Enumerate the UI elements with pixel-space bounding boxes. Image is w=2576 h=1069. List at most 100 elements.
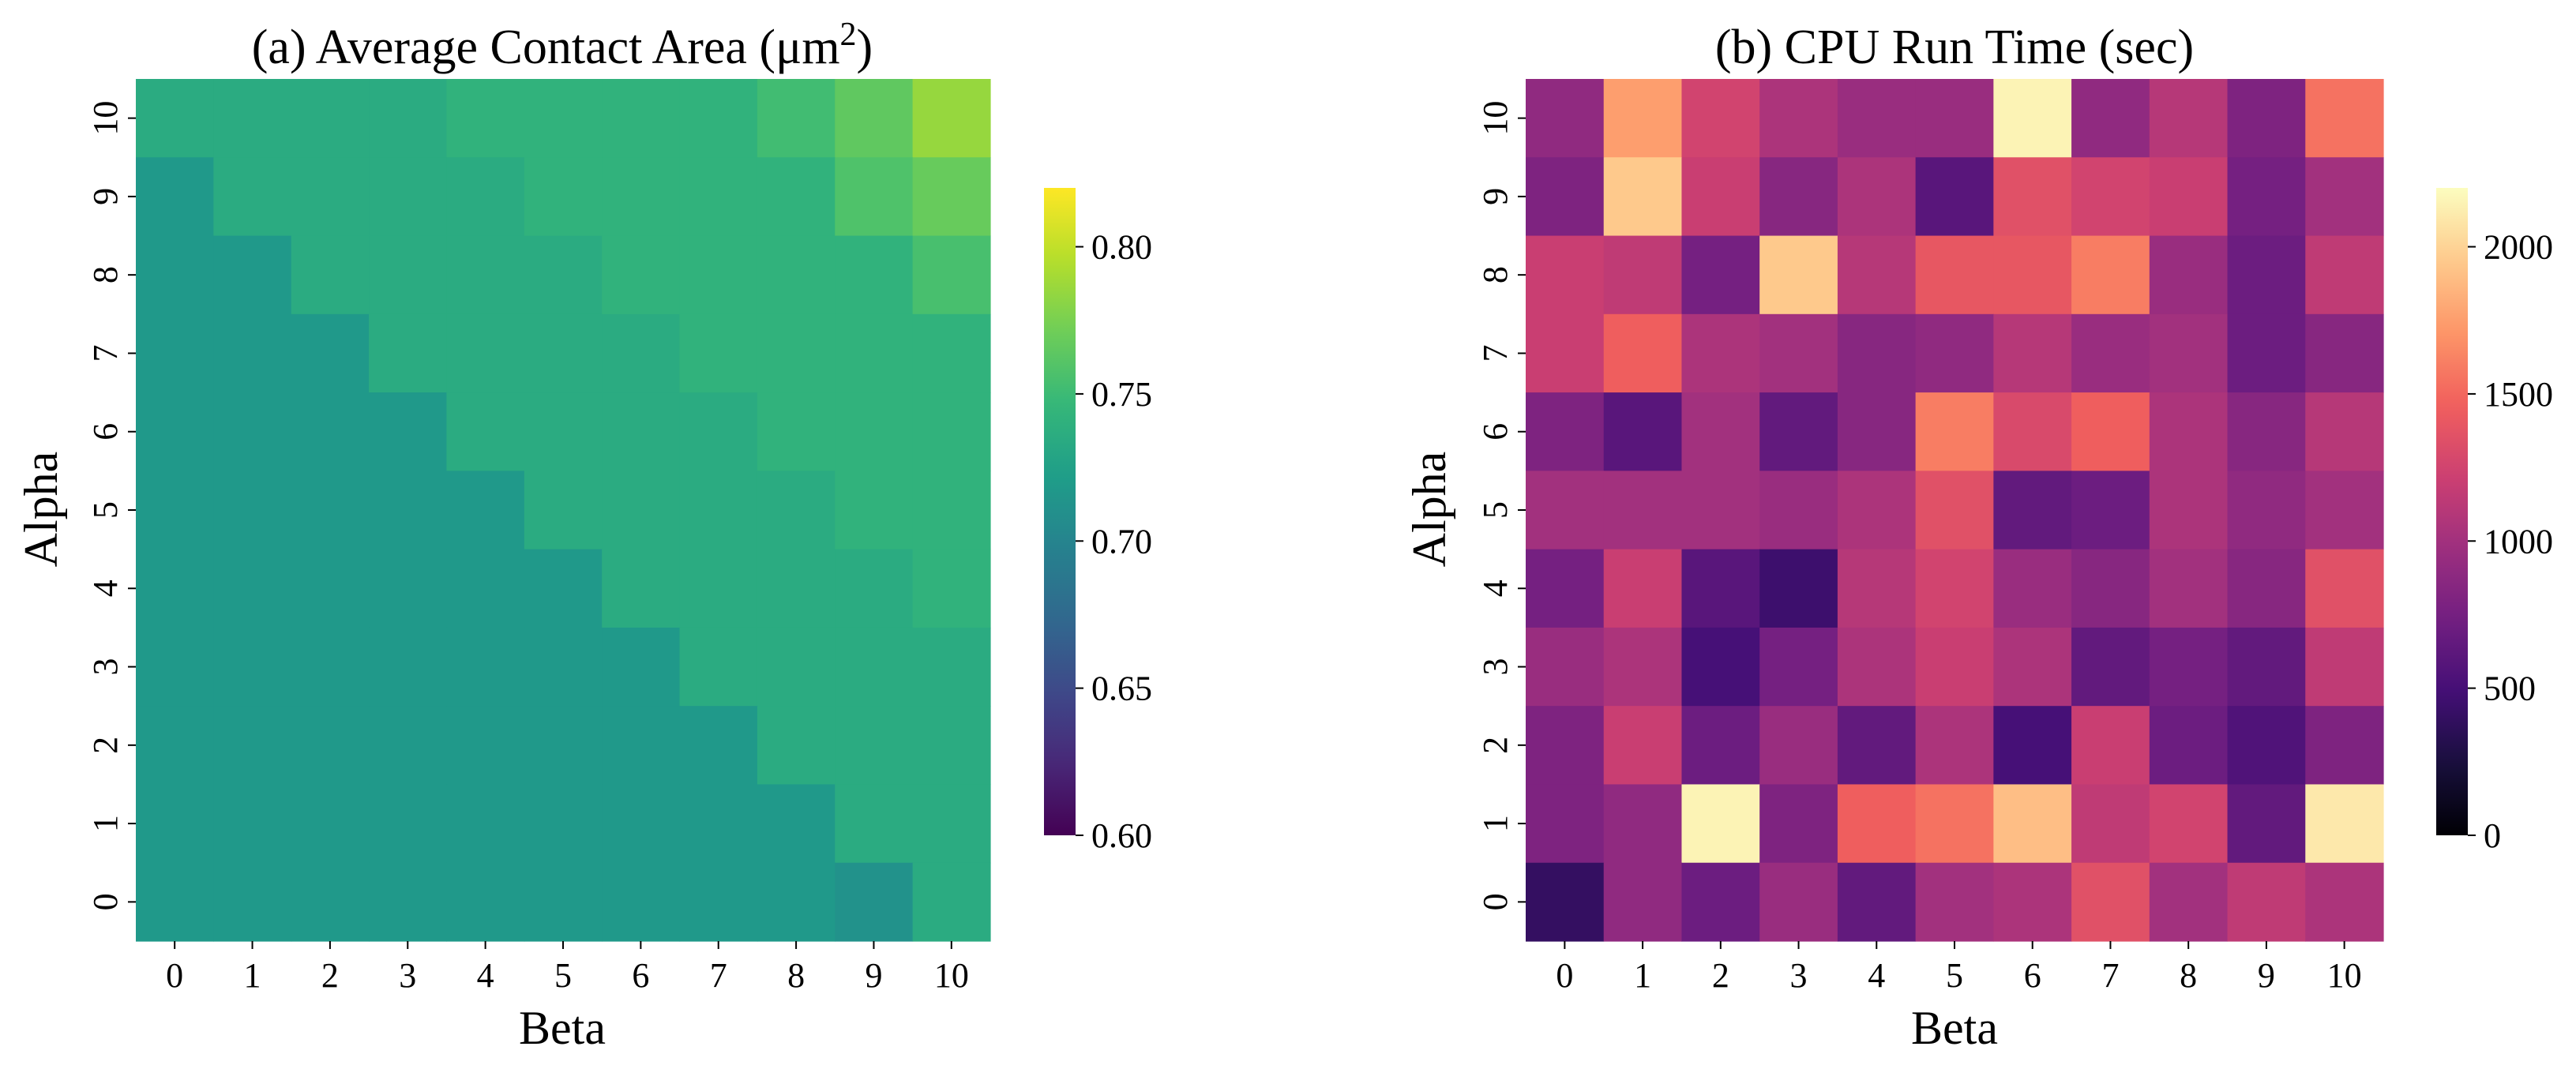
heatmap-cell bbox=[1681, 627, 1760, 707]
heatmap-cell bbox=[1681, 392, 1760, 471]
heatmap-cell bbox=[912, 392, 991, 471]
y-tick-label: 10 bbox=[86, 101, 125, 136]
heatmap-cell bbox=[1915, 706, 1994, 786]
heatmap-cell bbox=[136, 79, 214, 158]
heatmap-cell bbox=[757, 157, 836, 237]
colorbar-tick-label: 0.70 bbox=[1091, 522, 1152, 561]
heatmap-cell bbox=[679, 784, 758, 864]
heatmap-cell bbox=[757, 706, 836, 786]
heatmap-cell bbox=[835, 157, 914, 237]
heatmap-cell bbox=[1759, 392, 1838, 471]
heatmap-cell bbox=[1526, 392, 1605, 471]
heatmap-cell bbox=[1603, 392, 1683, 471]
heatmap-cell bbox=[1526, 706, 1605, 786]
heatmap-cell bbox=[213, 392, 292, 471]
heatmap-cell bbox=[679, 79, 758, 158]
heatmap-cell bbox=[2227, 313, 2306, 393]
heatmap-cell bbox=[757, 392, 836, 471]
heatmap-cell bbox=[1837, 784, 1917, 864]
heatmap-cell bbox=[1603, 313, 1683, 393]
heatmap-cell bbox=[446, 157, 525, 237]
heatmap-cell bbox=[524, 862, 603, 942]
heatmap-cell bbox=[1993, 313, 2072, 393]
heatmap-cell bbox=[2149, 549, 2229, 628]
heatmap-cell bbox=[835, 313, 914, 393]
heatmap-cell bbox=[912, 706, 991, 786]
heatmap-cell bbox=[524, 627, 603, 707]
heatmap-cell bbox=[835, 784, 914, 864]
panel-a-y-axis-label: Alpha bbox=[15, 452, 67, 568]
heatmap-cell bbox=[757, 313, 836, 393]
x-tick-label: 1 bbox=[244, 956, 261, 995]
heatmap-cell bbox=[602, 313, 681, 393]
heatmap-cell bbox=[2227, 627, 2306, 707]
x-tick-label: 5 bbox=[554, 956, 572, 995]
heatmap-cell bbox=[1915, 549, 1994, 628]
heatmap-cell bbox=[679, 157, 758, 237]
heatmap-cell bbox=[369, 157, 448, 237]
heatmap-cell bbox=[2305, 235, 2384, 315]
heatmap-cell bbox=[1603, 235, 1683, 315]
heatmap-cell bbox=[2305, 549, 2384, 628]
heatmap-cell bbox=[1759, 79, 1838, 158]
heatmap-cell bbox=[2149, 784, 2229, 864]
colorbar-tick-label: 0.60 bbox=[1091, 816, 1152, 855]
heatmap-cell bbox=[291, 862, 370, 942]
heatmap-cell bbox=[2149, 392, 2229, 471]
heatmap-cell bbox=[446, 392, 525, 471]
heatmap-cell bbox=[291, 235, 370, 315]
panel-b-title: (b) CPU Run Time (sec) bbox=[1715, 21, 2194, 74]
heatmap-cell bbox=[524, 471, 603, 550]
heatmap-cell bbox=[1915, 862, 1994, 942]
heatmap-cell bbox=[835, 392, 914, 471]
heatmap-cell bbox=[1837, 235, 1917, 315]
heatmap-cell bbox=[1837, 862, 1917, 942]
heatmap-cell bbox=[2305, 79, 2384, 158]
heatmap-cell bbox=[679, 392, 758, 471]
heatmap-cell bbox=[1837, 392, 1917, 471]
x-tick-label: 4 bbox=[477, 956, 494, 995]
heatmap-cell bbox=[524, 157, 603, 237]
colorbar-tick-label: 2000 bbox=[2484, 228, 2553, 267]
heatmap-cell bbox=[291, 549, 370, 628]
heatmap-cell bbox=[2149, 79, 2229, 158]
heatmap-cell bbox=[1759, 706, 1838, 786]
x-tick-label: 7 bbox=[710, 956, 727, 995]
heatmap-cell bbox=[2149, 471, 2229, 550]
heatmap-cell bbox=[1526, 79, 1605, 158]
heatmap-cell bbox=[213, 157, 292, 237]
panel-b-colorbar-ticks: 0 500 1000 1500 2000 bbox=[2468, 228, 2553, 855]
heatmap-cell bbox=[2227, 862, 2306, 942]
heatmap-cell bbox=[213, 313, 292, 393]
heatmap-cell bbox=[2227, 471, 2306, 550]
heatmap-cell bbox=[602, 862, 681, 942]
heatmap-cell bbox=[2071, 627, 2150, 707]
heatmap-cell bbox=[2149, 627, 2229, 707]
heatmap-cell bbox=[2071, 706, 2150, 786]
heatmap-cell bbox=[1681, 706, 1760, 786]
heatmap-cell bbox=[2149, 862, 2229, 942]
heatmap-cell bbox=[912, 235, 991, 315]
heatmap-cell bbox=[912, 784, 991, 864]
heatmap-cell bbox=[524, 392, 603, 471]
heatmap-cell bbox=[369, 627, 448, 707]
y-tick-label: 4 bbox=[86, 580, 125, 597]
panel-b-x-axis-label: Beta bbox=[1911, 1002, 1998, 1054]
heatmap-cell bbox=[2071, 549, 2150, 628]
x-tick-label: 2 bbox=[321, 956, 339, 995]
heatmap-cell bbox=[446, 235, 525, 315]
heatmap-cell bbox=[213, 235, 292, 315]
heatmap-cell bbox=[2305, 706, 2384, 786]
heatmap-cell bbox=[1681, 79, 1760, 158]
heatmap-cell bbox=[602, 627, 681, 707]
x-tick-label: 0 bbox=[166, 956, 183, 995]
y-tick-label: 0 bbox=[1476, 893, 1515, 910]
heatmap-cell bbox=[2227, 79, 2306, 158]
colorbar-tick-label: 0.75 bbox=[1091, 375, 1152, 414]
heatmap-cell bbox=[1993, 862, 2072, 942]
heatmap-cell bbox=[1837, 79, 1917, 158]
heatmap-cell bbox=[446, 784, 525, 864]
heatmap-cell bbox=[1526, 157, 1605, 237]
heatmap-cell bbox=[2305, 471, 2384, 550]
